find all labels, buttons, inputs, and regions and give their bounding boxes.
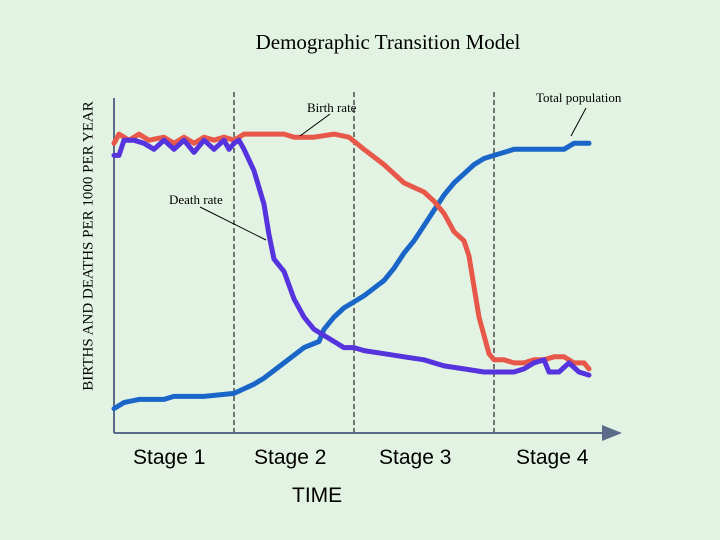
death-rate-label: Death rate bbox=[169, 192, 223, 207]
birth-rate-pointer bbox=[299, 113, 331, 137]
total-population-line bbox=[111, 140, 592, 412]
birth-rate-label: Birth rate bbox=[307, 100, 357, 115]
x-tick-stage-4: Stage 4 bbox=[516, 446, 589, 469]
y-axis-label: BIRTHS AND DEATHS PER 1000 PER YEAR bbox=[80, 101, 97, 391]
birth-rate-line bbox=[111, 131, 592, 372]
total-population-label: Total population bbox=[536, 90, 622, 105]
death-rate-line bbox=[111, 137, 592, 378]
x-axis-label: TIME bbox=[292, 484, 343, 507]
chart-title: Demographic Transition Model bbox=[255, 30, 521, 54]
x-tick-stage-3: Stage 3 bbox=[379, 446, 452, 469]
x-tick-stage-1: Stage 1 bbox=[133, 446, 206, 469]
death-rate-pointer bbox=[199, 206, 267, 241]
x-tick-stage-2: Stage 2 bbox=[254, 446, 327, 469]
total-population-pointer bbox=[570, 107, 587, 137]
